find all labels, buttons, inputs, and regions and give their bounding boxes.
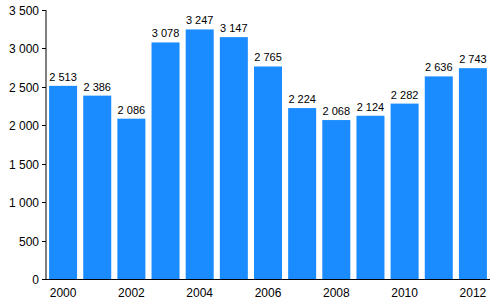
y-axis xyxy=(46,10,47,279)
x-tick-label: 2002 xyxy=(118,286,145,300)
y-tick xyxy=(42,125,46,126)
bars xyxy=(49,29,487,279)
data-label: 2 765 xyxy=(254,51,282,63)
y-tick xyxy=(42,87,46,88)
y-tick-label: 3 000 xyxy=(9,42,39,56)
data-label: 3 147 xyxy=(220,22,248,34)
y-tick-label: 1 000 xyxy=(9,196,39,210)
bar xyxy=(288,108,316,279)
y-tick xyxy=(42,48,46,49)
x-tick-label: 2008 xyxy=(323,286,350,300)
data-label: 2 224 xyxy=(288,93,316,105)
y-tick-label: 2 500 xyxy=(9,81,39,95)
data-label: 2 282 xyxy=(391,89,419,101)
bar xyxy=(254,66,282,279)
bar xyxy=(117,119,145,279)
data-label: 2 124 xyxy=(357,101,385,113)
bar xyxy=(152,42,180,279)
y-tick xyxy=(42,241,46,242)
x-axis xyxy=(42,279,490,280)
chart: 2 513 2 386 2 086 3 078 3 247 3 147 2 765 2 224… xyxy=(0,0,492,302)
bar xyxy=(83,96,111,279)
y-tick-label: 1 500 xyxy=(9,158,39,172)
bar xyxy=(186,29,214,279)
data-label: 3 247 xyxy=(186,14,214,26)
data-label: 2 068 xyxy=(323,105,351,117)
y-tick xyxy=(42,279,46,280)
data-label: 3 078 xyxy=(152,27,180,39)
data-label: 2 513 xyxy=(49,71,77,83)
bar xyxy=(459,68,487,279)
x-tick-label: 2006 xyxy=(255,286,282,300)
bar xyxy=(322,120,350,279)
bar xyxy=(356,116,384,279)
x-tick-label: 2004 xyxy=(186,286,213,300)
y-tick xyxy=(42,10,46,11)
bar xyxy=(425,76,453,279)
bar xyxy=(391,104,419,279)
data-label: 2 086 xyxy=(118,104,146,116)
bar xyxy=(49,86,77,279)
y-tick-label: 2 000 xyxy=(9,119,39,133)
data-label: 2 636 xyxy=(425,61,453,73)
x-tick-label: 2010 xyxy=(391,286,418,300)
y-tick xyxy=(42,202,46,203)
y-tick xyxy=(42,164,46,165)
data-label: 2 743 xyxy=(459,53,487,65)
x-tick-label: 2012 xyxy=(460,286,487,300)
data-label: 2 386 xyxy=(83,81,111,93)
y-tick-label: 0 xyxy=(32,273,39,287)
x-tick-label: 2000 xyxy=(50,286,77,300)
y-tick-label: 3 500 xyxy=(9,4,39,18)
y-tick-label: 500 xyxy=(19,235,39,249)
bar xyxy=(220,37,248,279)
